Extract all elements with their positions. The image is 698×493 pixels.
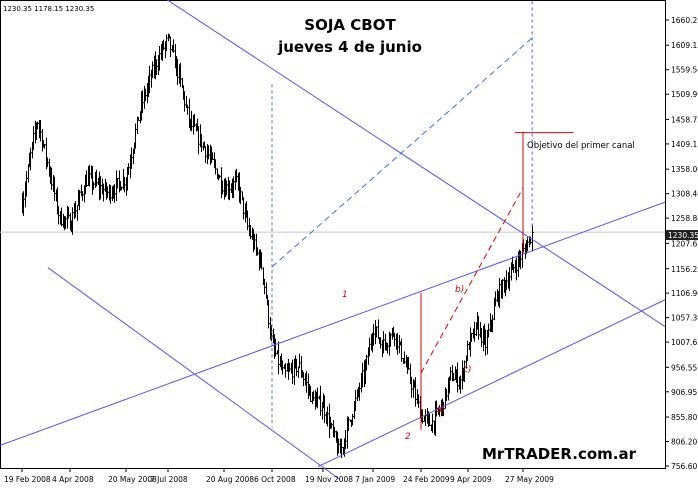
- x-tick-label: 20 May 2008: [108, 475, 157, 484]
- wave-label-a: a): [436, 405, 445, 415]
- target-dashed-diagonal: [420, 187, 524, 374]
- y-tick-label: 756.60: [671, 462, 697, 471]
- y-tick-label: 1106.90: [671, 289, 698, 298]
- y-tick-label: 1308.40: [671, 190, 698, 199]
- y-tick-label: 1156.25: [671, 265, 698, 274]
- x-tick-label: 7 Jul 2008: [150, 475, 188, 484]
- y-tick-label: 1660.25: [671, 16, 698, 25]
- y-tick-label: 1358.00: [671, 165, 698, 174]
- watermark-text: MrTRADER.com.ar: [482, 445, 637, 463]
- wave-label-b: b): [455, 285, 464, 295]
- last-price-box: [666, 230, 698, 240]
- chart-title: SOJA CBOT: [304, 16, 396, 34]
- x-tick-label: 24 Feb 2009: [403, 475, 450, 484]
- x-tick-label: 9 Apr 2009: [450, 475, 492, 484]
- chart-subtitle: jueves 4 de junio: [277, 38, 422, 56]
- wave-label-2: 2: [405, 432, 411, 442]
- upper-up-channel-line: [0, 201, 666, 446]
- y-tick-label: 906.95: [671, 388, 697, 397]
- y-tick-label: 1509.90: [671, 90, 698, 99]
- last-price-label: 1230.35: [668, 231, 698, 240]
- ohlc-readout: 1230.35 1178.15 1230.35: [3, 5, 94, 13]
- y-tick-label: 1458.75: [671, 115, 698, 124]
- y-tick-label: 1409.15: [671, 140, 698, 149]
- x-tick-label: 4 Apr 2008: [52, 475, 94, 484]
- target-label: Objetivo del primer canal: [527, 141, 635, 151]
- y-tick-label: 1258.80: [671, 214, 698, 223]
- wave-label-1: 1: [342, 290, 348, 300]
- y-tick-label: 1007.65: [671, 338, 698, 347]
- wave-label-c: c): [463, 365, 471, 375]
- y-tick-label: 956.55: [671, 363, 697, 372]
- x-tick-label: 7 Jan 2009: [355, 475, 395, 484]
- upper-down-channel-line: [166, 0, 666, 327]
- y-tick-label: 1559.50: [671, 66, 698, 75]
- y-tick-label: 1057.30: [671, 314, 698, 323]
- lower-up-channel-line: [317, 299, 666, 468]
- x-tick-label: 20 Aug 2008: [206, 475, 254, 484]
- projection-diagonal: [271, 37, 533, 268]
- x-tick-label: 27 May 2009: [505, 475, 554, 484]
- lower-down-channel-line: [47, 267, 341, 481]
- y-axis: 1660.25 1609.15 1559.50 1509.90 1458.75 1409.…: [665, 16, 698, 471]
- trend-lines: [0, 0, 666, 481]
- y-tick-label: 855.80: [671, 413, 697, 422]
- y-tick-label: 1609.15: [671, 41, 698, 50]
- y-tick-label: 1207.65: [671, 239, 698, 248]
- x-tick-label: 19 Feb 2008: [4, 475, 51, 484]
- y-tick-label: 806.20: [671, 438, 697, 447]
- x-tick-label: 6 Oct 2008: [254, 475, 296, 484]
- price-bars: [22, 33, 534, 458]
- x-tick-label: 19 Nov 2008: [305, 475, 353, 484]
- plot-frame: [0, 0, 666, 469]
